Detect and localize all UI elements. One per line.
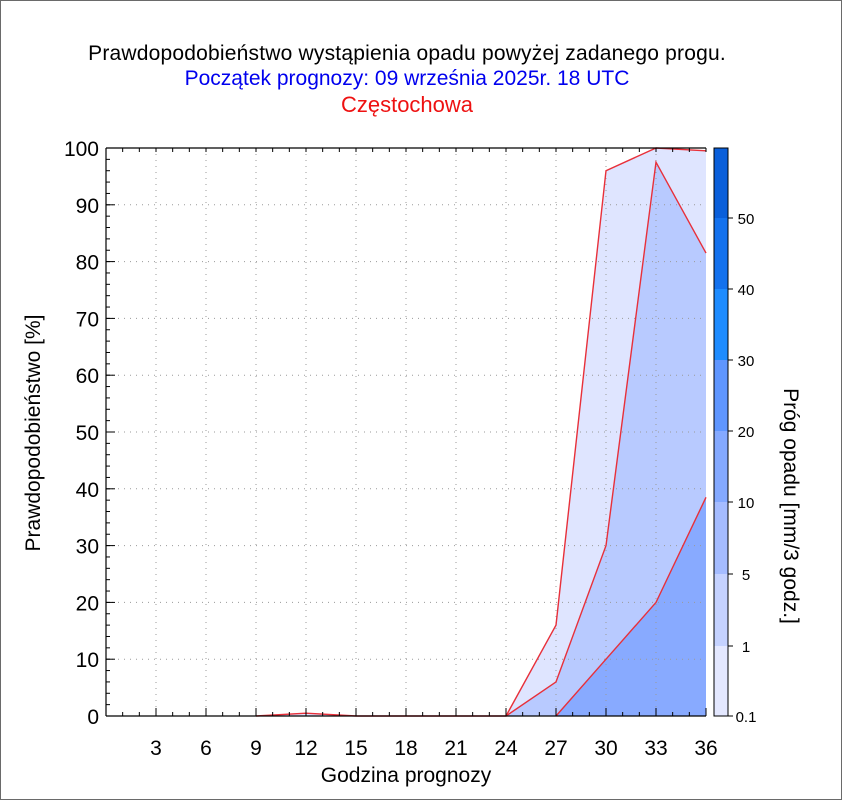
x-tick-label: 6 xyxy=(200,737,212,760)
colorbar-outline xyxy=(713,147,729,717)
colorbar-tick-label: 30 xyxy=(738,353,755,370)
colorbar-segment xyxy=(714,289,728,360)
colorbar-segment xyxy=(714,502,728,574)
colorbar-tick-label: 50 xyxy=(738,211,755,228)
y-tick-label: 20 xyxy=(76,592,99,615)
y-tick-label: 80 xyxy=(76,252,99,275)
axes: 3 6 9 12 15 18 21 24 27 30 33 360102030405060708090… xyxy=(64,138,718,760)
x-tick-label: 18 xyxy=(394,737,417,760)
x-tick-label: 27 xyxy=(544,737,567,760)
x-tick-label: 9 xyxy=(250,737,262,760)
colorbar-tick-label: 5 xyxy=(742,567,750,584)
colorbar-segment xyxy=(714,218,728,289)
y-tick-label: 0 xyxy=(87,706,99,729)
chart-title: Prawdopodobieństwo wystąpienia opadu pow… xyxy=(88,42,726,65)
x-tick-label: 21 xyxy=(444,737,467,760)
colorbar-segment xyxy=(714,360,728,431)
colorbar-label: Próg opadu [mm/3 godz.] xyxy=(779,388,802,624)
colorbar-segment xyxy=(714,574,728,646)
x-tick-label: 15 xyxy=(344,737,367,760)
x-tick-label: 36 xyxy=(694,737,717,760)
y-tick-label: 40 xyxy=(76,479,99,502)
colorbar-tick-label: 20 xyxy=(738,424,755,441)
series-line-1 xyxy=(505,159,707,717)
series-area-5 xyxy=(106,497,706,716)
y-tick-label: 10 xyxy=(76,649,99,672)
colorbar: 0.1 1 5 10 20 30 40 50 xyxy=(713,147,757,726)
station-name: Częstochowa xyxy=(340,92,474,117)
x-tick-label: 33 xyxy=(644,737,667,760)
y-tick-label: 70 xyxy=(76,308,99,331)
colorbar-segment xyxy=(714,148,728,218)
colorbar-tick-label: 1 xyxy=(742,639,750,656)
colorbar-segment xyxy=(714,431,728,502)
y-tick-label: 90 xyxy=(76,195,99,218)
colorbar-segment xyxy=(714,646,728,716)
x-tick-label: 30 xyxy=(594,737,617,760)
x-tick-label: 24 xyxy=(494,737,518,760)
y-tick-label: 50 xyxy=(76,422,99,445)
series-line-5 xyxy=(555,496,707,717)
y-tick-label: 100 xyxy=(64,138,99,161)
x-axis-label: Godzina prognozy xyxy=(321,764,492,787)
colorbar-tick-label: 40 xyxy=(738,282,755,299)
x-tick-label: 3 xyxy=(150,737,162,760)
x-tick-label: 12 xyxy=(294,737,317,760)
y-axis-label: Prawdopodobieństwo [%] xyxy=(22,315,45,552)
colorbar-tick-label: 0.1 xyxy=(736,709,757,726)
colorbar-tick-label: 10 xyxy=(738,495,755,512)
y-tick-label: 30 xyxy=(76,536,99,559)
forecast-start-subtitle: Początek prognozy: 09 września 2025r. 18… xyxy=(184,67,630,90)
y-tick-label: 60 xyxy=(76,365,99,388)
grid-lines xyxy=(106,148,706,716)
